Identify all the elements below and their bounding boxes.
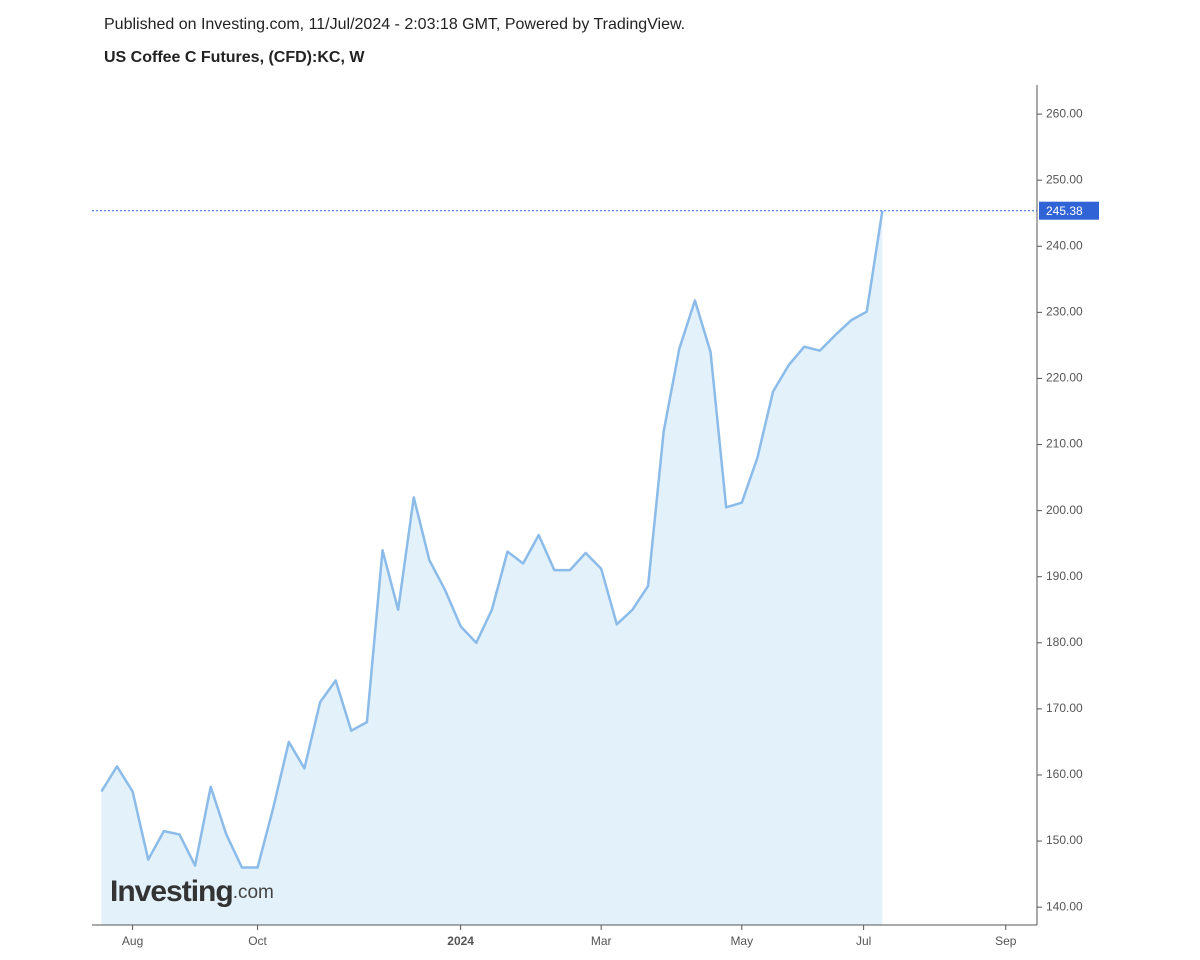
y-tick-label: 260.00	[1046, 106, 1083, 120]
y-tick-label: 190.00	[1046, 569, 1083, 583]
last-price-label: 245.38	[1046, 204, 1083, 218]
y-tick-label: 240.00	[1046, 238, 1083, 252]
x-tick-label: Sep	[995, 934, 1017, 948]
y-tick-label: 180.00	[1046, 635, 1083, 649]
y-tick-label: 220.00	[1046, 371, 1083, 385]
y-tick-label: 200.00	[1046, 503, 1083, 517]
logo-suffix: .com	[233, 882, 274, 903]
header: Published on Investing.com, 11/Jul/2024 …	[104, 16, 685, 33]
y-tick-label: 210.00	[1046, 437, 1083, 451]
y-tick-label: 230.00	[1046, 305, 1083, 319]
y-tick-label: 150.00	[1046, 833, 1083, 847]
x-tick-label: Oct	[248, 934, 267, 948]
y-tick-label: 140.00	[1046, 899, 1083, 913]
chart-title: US Coffee C Futures, (CFD):KC, W	[104, 49, 365, 66]
area-fill	[101, 210, 883, 926]
last-price-box	[1039, 201, 1099, 220]
x-tick-label: May	[730, 934, 753, 948]
price-line	[100, 210, 884, 869]
y-tick-label: 160.00	[1046, 767, 1083, 781]
x-tick-label: 2024	[447, 934, 474, 948]
x-tick-label: Aug	[122, 934, 143, 948]
logo: Investing.com	[110, 875, 274, 908]
logo-main: Investing	[110, 875, 233, 908]
y-tick-label: 250.00	[1046, 172, 1083, 186]
y-tick-label: 170.00	[1046, 701, 1083, 715]
x-tick-label: Mar	[591, 934, 612, 948]
x-tick-label: Jul	[856, 934, 871, 948]
